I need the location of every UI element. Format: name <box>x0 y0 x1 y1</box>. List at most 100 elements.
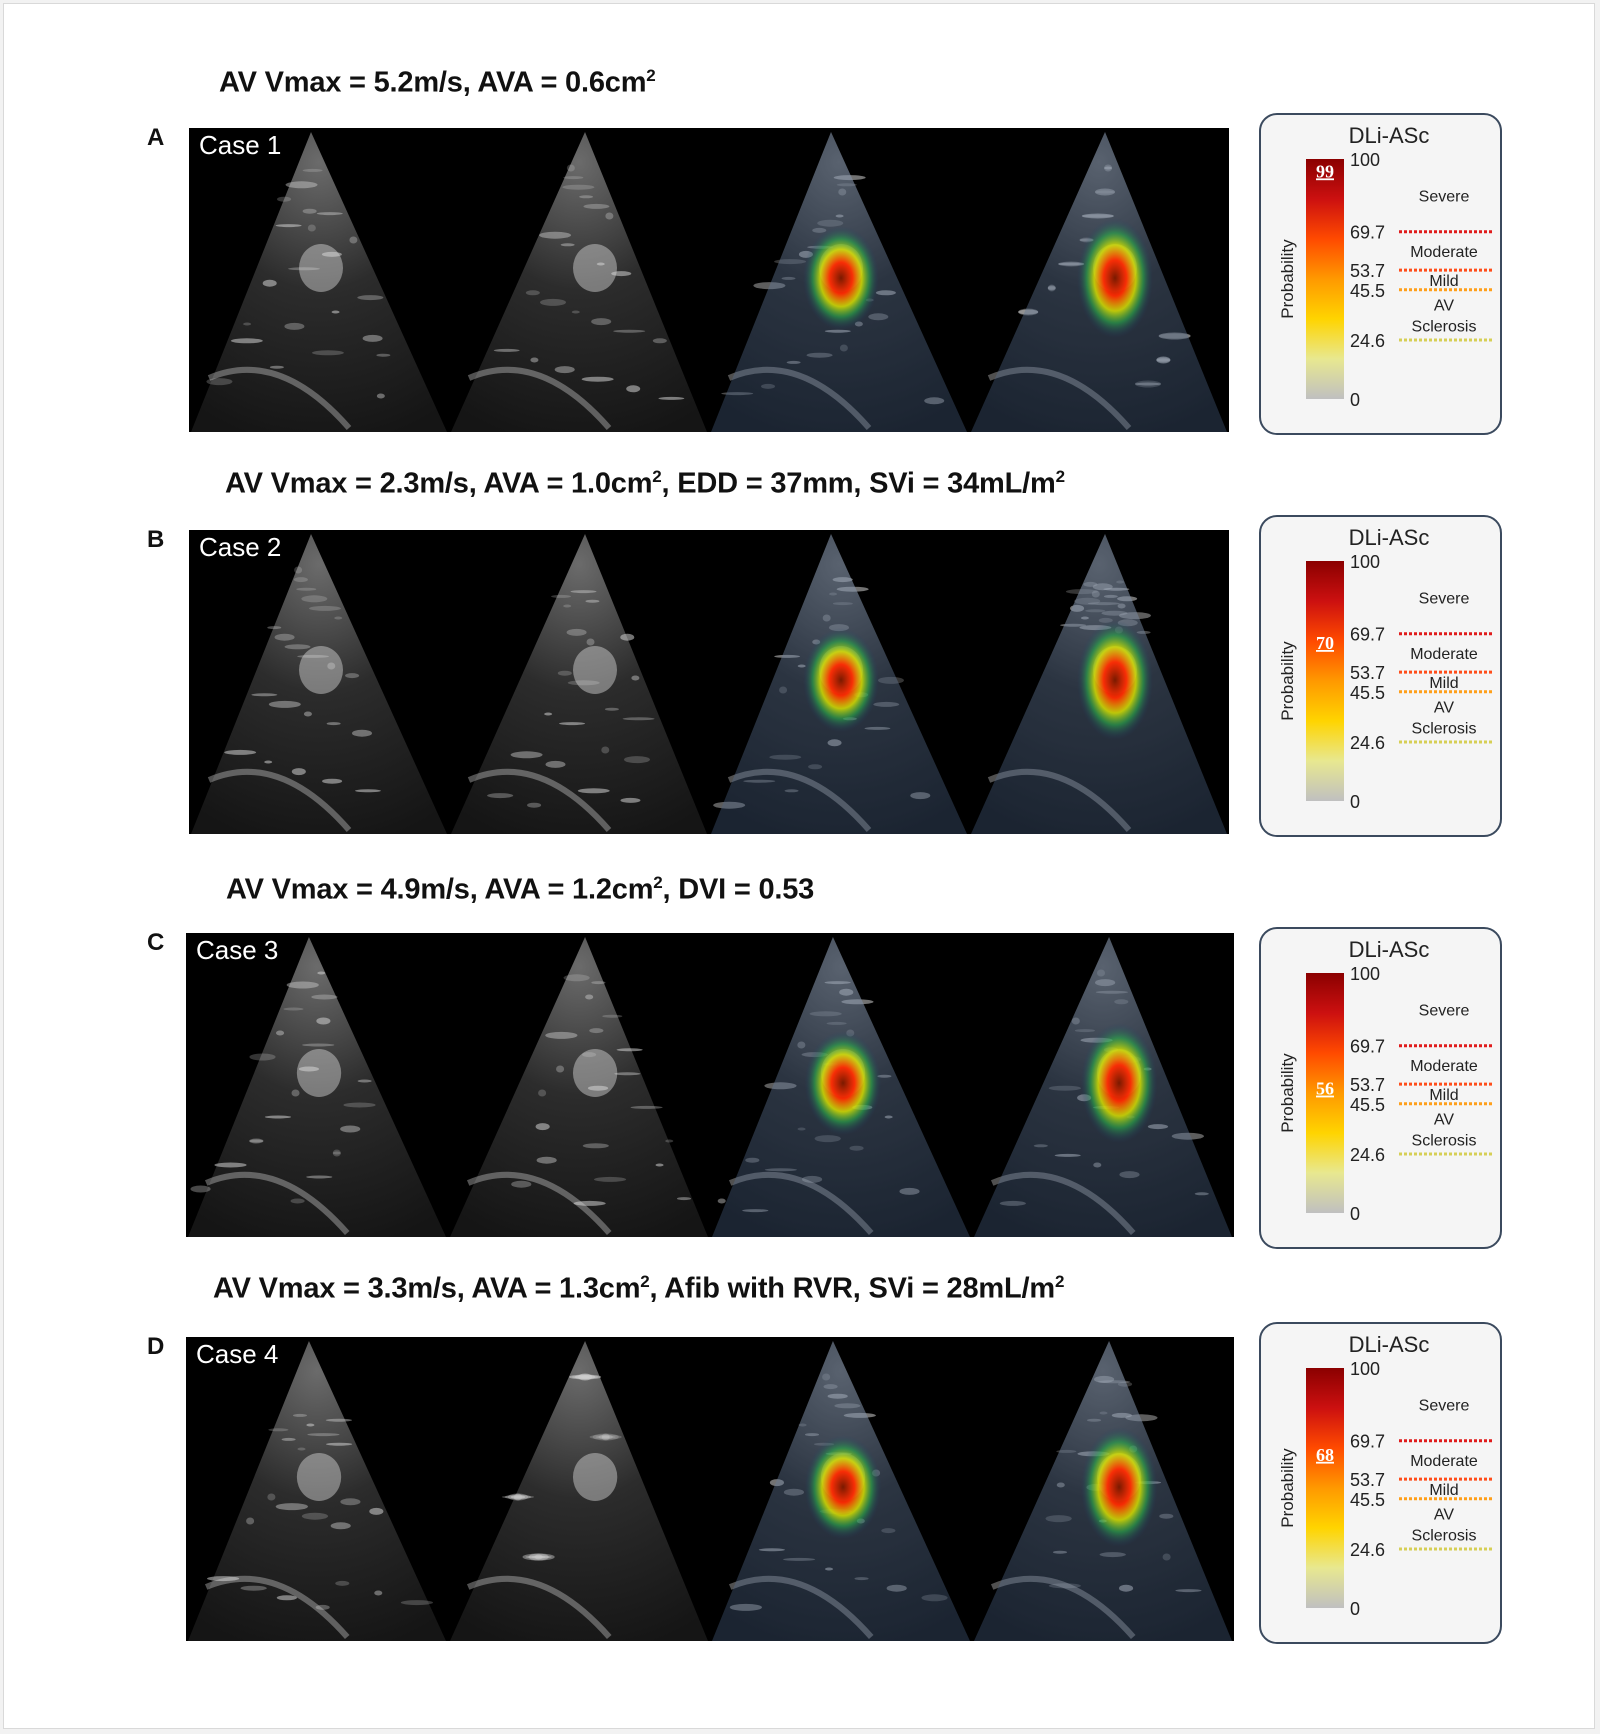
caption-text: , Afib with RVR, SVi = 28mL/m <box>649 1272 1056 1305</box>
threshold-label: 24.6 <box>1350 733 1385 753</box>
caption-text: AV Vmax = 4.9m/s, AVA = 1.2cm <box>226 873 654 906</box>
severity-category-label: Moderate <box>1410 1058 1478 1075</box>
severity-category-label: Sclerosis <box>1412 318 1477 335</box>
echo-frame <box>449 530 709 834</box>
threshold-label: 45.5 <box>1350 1095 1385 1115</box>
superscript: 2 <box>640 1272 650 1291</box>
threshold-label: 53.7 <box>1350 1470 1385 1490</box>
case-label: Case 1 <box>199 130 282 160</box>
panel-caption: AV Vmax = 4.9m/s, AVA = 1.2cm2, DVI = 0.… <box>226 873 814 907</box>
threshold-label: 69.7 <box>1350 1037 1385 1057</box>
echo-frame <box>448 933 710 1237</box>
echocardiogram-strip: Case 4 <box>186 1337 1234 1641</box>
threshold-label: 24.6 <box>1350 1540 1385 1560</box>
severity-category-label: AV <box>1434 1506 1454 1523</box>
superscript: 2 <box>646 66 656 85</box>
probability-axis-label: Probability <box>1278 1448 1297 1528</box>
severity-category-label: Moderate <box>1410 244 1478 261</box>
severity-category-label: AV <box>1434 699 1454 716</box>
panel-b: AV Vmax = 2.3m/s, AVA = 1.0cm2, EDD = 37… <box>4 467 1596 867</box>
probability-colorbar <box>1306 1368 1344 1608</box>
panel-caption: AV Vmax = 2.3m/s, AVA = 1.0cm2, EDD = 37… <box>225 467 1065 501</box>
threshold-label: 45.5 <box>1350 1490 1385 1510</box>
legend-title: DLi-ASc <box>1349 937 1430 962</box>
dli-asc-legend: DLi-ASc Probability 100 0 69.7 53.7 45.5 24.6 Se… <box>1259 515 1502 837</box>
legend-title: DLi-ASc <box>1349 123 1430 148</box>
saliency-heatmap-frame <box>972 933 1234 1237</box>
echo-frame <box>186 1337 448 1641</box>
echo-frame <box>448 1337 710 1641</box>
panel-letter: A <box>147 124 165 151</box>
scale-max-label: 100 <box>1350 1359 1380 1379</box>
superscript: 2 <box>653 873 663 892</box>
severity-category-label: Severe <box>1419 1002 1470 1019</box>
scale-min-label: 0 <box>1350 1204 1360 1224</box>
saliency-heatmap-frame <box>969 128 1229 432</box>
panel-c: AV Vmax = 4.9m/s, AVA = 1.2cm2, DVI = 0.… <box>4 873 1596 1273</box>
severity-category-label: Mild <box>1429 675 1458 692</box>
caption-text: AV Vmax = 2.3m/s, AVA = 1.0cm <box>225 467 653 500</box>
predicted-probability-value: 70 <box>1316 633 1334 653</box>
saliency-heatmap-frame <box>709 530 969 834</box>
caption-text: , DVI = 0.53 <box>662 873 815 906</box>
echocardiogram-strip: Case 1 <box>189 128 1229 432</box>
severity-category-label: Sclerosis <box>1412 1527 1477 1544</box>
scale-min-label: 0 <box>1350 792 1360 812</box>
saliency-heatmap-frame <box>969 530 1229 834</box>
superscript: 2 <box>1054 1272 1065 1291</box>
panel-caption: AV Vmax = 5.2m/s, AVA = 0.6cm2 <box>219 66 656 100</box>
echocardiogram-strip: Case 2 <box>189 530 1229 834</box>
saliency-heatmap-frame <box>710 933 972 1237</box>
panel-a: AV Vmax = 5.2m/s, AVA = 0.6cm2 A Case 1 DLi… <box>4 66 1596 466</box>
panel-d: AV Vmax = 3.3m/s, AVA = 1.3cm2, Afib wit… <box>4 1272 1596 1672</box>
threshold-label: 53.7 <box>1350 663 1385 683</box>
threshold-label: 24.6 <box>1350 1145 1385 1165</box>
severity-category-label: Moderate <box>1410 646 1478 663</box>
superscript: 2 <box>652 467 662 486</box>
echo-frame <box>189 530 449 834</box>
caption-text: AV Vmax = 3.3m/s, AVA = 1.3cm <box>213 1272 641 1305</box>
panel-letter: B <box>147 526 165 553</box>
severity-category-label: Severe <box>1419 188 1470 205</box>
figure: AV Vmax = 5.2m/s, AVA = 0.6cm2 A Case 1 DLi… <box>3 3 1595 1729</box>
case-label: Case 3 <box>196 935 279 965</box>
panel-caption: AV Vmax = 3.3m/s, AVA = 1.3cm2, Afib wit… <box>213 1272 1064 1306</box>
dli-asc-legend: DLi-ASc Probability 100 0 69.7 53.7 45.5 24.6 Se… <box>1259 1322 1502 1644</box>
threshold-label: 45.5 <box>1350 683 1385 703</box>
predicted-probability-value: 56 <box>1316 1079 1334 1099</box>
predicted-probability-value: 68 <box>1316 1445 1334 1465</box>
probability-colorbar <box>1306 973 1344 1213</box>
case-label: Case 4 <box>196 1339 279 1369</box>
scale-max-label: 100 <box>1350 552 1380 572</box>
case-label: Case 2 <box>199 532 282 562</box>
severity-category-label: Sclerosis <box>1412 1132 1477 1149</box>
legend-title: DLi-ASc <box>1349 525 1430 550</box>
threshold-label: 24.6 <box>1350 331 1385 351</box>
scale-min-label: 0 <box>1350 1599 1360 1619</box>
scale-max-label: 100 <box>1350 150 1380 170</box>
severity-category-label: AV <box>1434 1111 1454 1128</box>
dli-asc-legend: DLi-ASc Probability 100 0 69.7 53.7 45.5 24.6 Se… <box>1259 113 1502 435</box>
echo-frame <box>186 933 448 1237</box>
dli-asc-legend: DLi-ASc Probability 100 0 69.7 53.7 45.5 24.6 Se… <box>1259 927 1502 1249</box>
threshold-label: 69.7 <box>1350 625 1385 645</box>
probability-colorbar <box>1306 561 1344 801</box>
probability-axis-label: Probability <box>1278 641 1297 721</box>
predicted-probability-value: 99 <box>1316 161 1334 181</box>
echo-frame <box>449 128 709 432</box>
probability-colorbar <box>1306 159 1344 399</box>
scale-max-label: 100 <box>1350 964 1380 984</box>
echocardiogram-strip: Case 3 <box>186 933 1234 1237</box>
severity-category-label: Severe <box>1419 1397 1470 1414</box>
threshold-label: 69.7 <box>1350 223 1385 243</box>
severity-category-label: Mild <box>1429 273 1458 290</box>
legend-title: DLi-ASc <box>1349 1332 1430 1357</box>
caption-text: AV Vmax = 5.2m/s, AVA = 0.6cm <box>219 66 647 99</box>
saliency-heatmap-frame <box>710 1337 972 1641</box>
caption-text: , EDD = 37mm, SVi = 34mL/m <box>661 467 1056 500</box>
severity-category-label: Moderate <box>1410 1453 1478 1470</box>
panel-letter: D <box>147 1333 165 1360</box>
probability-axis-label: Probability <box>1278 1053 1297 1133</box>
saliency-heatmap-frame <box>972 1337 1234 1641</box>
severity-category-label: Mild <box>1429 1482 1458 1499</box>
